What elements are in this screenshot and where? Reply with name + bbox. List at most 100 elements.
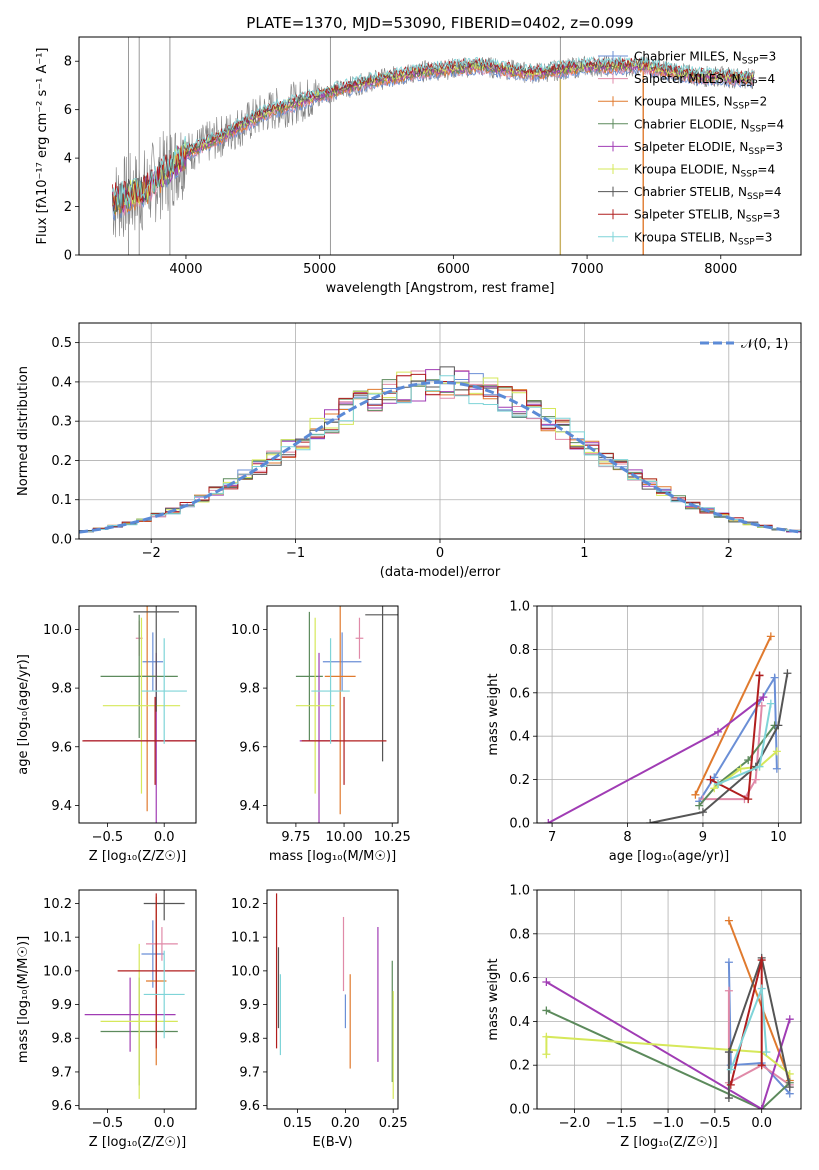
y-tick-label: 0.2 [509, 1059, 530, 1074]
errorbar-point-salpeter_stelib [301, 696, 387, 785]
panel-age-vs-Z: −0.5 0.0 9.4 9.6 9.8 10.0 Z [log₁₀(Z/Z☉)] age [… [16, 605, 197, 864]
y-axis-label: mass weight [486, 673, 501, 755]
legend-label-suffix: =4 [757, 163, 775, 177]
x-axis-label: Z [log₁₀(Z/Z☉)] [620, 1135, 717, 1150]
legend-entry: Salpeter ELODIE, NSSP=3 [598, 140, 783, 157]
y-tick-label: 1.0 [509, 600, 530, 615]
series-marker [724, 1094, 733, 1103]
plot-area [537, 606, 801, 823]
y-tick-label: 9.4 [51, 799, 72, 814]
y-tick-label: 0.0 [509, 1103, 530, 1118]
series-marker [766, 632, 775, 641]
legend-label-suffix: =3 [763, 208, 781, 222]
y-tick-label: 0.6 [509, 686, 530, 701]
y-tick-label: 9.9 [51, 998, 72, 1013]
legend-label-suffix: =4 [764, 185, 782, 199]
series-marker [691, 790, 700, 799]
series-marker [724, 916, 733, 925]
legend-label-suffix: =2 [750, 95, 768, 109]
series-marker [544, 819, 553, 823]
y-axis-label: mass weight [486, 958, 501, 1040]
series-marker [706, 775, 715, 784]
x-tick-label: 0.20 [331, 1116, 360, 1131]
legend-label-main: Chabrier MILES, N [634, 50, 742, 64]
series-marker [736, 764, 745, 773]
series-marker [646, 819, 655, 823]
legend-entry: Chabrier STELIB, NSSP=4 [598, 185, 782, 202]
plot-area [82, 606, 196, 823]
y-tick-label: 0 [64, 249, 72, 264]
legend-entry: Kroupa ELODIE, NSSP=4 [598, 163, 775, 180]
x-tick-label: 6000 [437, 262, 470, 277]
series-marker [714, 727, 723, 736]
series-line [547, 696, 764, 823]
panel-mass-weight-vs-age: 7 8 9 10 0.0 0.2 0.4 0.6 0.8 1.0 age [log₁₀(age/yr… [486, 600, 802, 864]
y-tick-label: 0.6 [509, 971, 530, 986]
model-spectrum-kroupa_stelib [112, 56, 755, 207]
y-tick-label: 0.8 [509, 643, 530, 658]
series-marker [542, 1032, 551, 1041]
x-tick-label: 0.0 [751, 1116, 772, 1131]
x-tick-label: 4000 [169, 262, 202, 277]
x-axis-label: (data-model)/error [380, 565, 501, 580]
y-tick-label: 9.6 [51, 740, 72, 755]
y-tick-label: 0.4 [509, 1015, 530, 1030]
legend-entry: Chabrier ELODIE, NSSP=4 [598, 117, 784, 134]
errorbar-point-salpeter_miles [146, 927, 178, 961]
y-tick-label: 9.7 [239, 1065, 260, 1080]
errorbar-point-chabrier_stelib [143, 890, 185, 921]
x-tick-label: 8 [623, 830, 631, 845]
axes-frame [78, 36, 802, 256]
y-tick-label: 0.5 [51, 336, 72, 351]
legend-label-sub: SSP [741, 170, 758, 180]
x-axis-label: age [log₁₀(age/yr)] [609, 849, 730, 864]
errorbar-point-kroupa_stelib [311, 638, 350, 744]
series-marker [762, 1048, 771, 1057]
x-tick-label: −0.5 [92, 830, 124, 845]
series-marker [724, 986, 733, 995]
y-tick-label: 10.1 [231, 931, 260, 946]
axes-frame [266, 889, 399, 1110]
errorbar-point-kroupa_miles [324, 606, 356, 815]
axes-frame [78, 889, 197, 1110]
x-tick-label: 0.25 [379, 1116, 408, 1131]
plot-area [537, 890, 801, 1109]
y-axis-label: Flux [fλ10⁻¹⁷ erg cm⁻² s⁻¹ A⁻¹] [35, 48, 50, 245]
errorbar-point-chabrier_miles [141, 920, 165, 988]
legend-entry: Salpeter MILES, NSSP=4 [598, 72, 775, 89]
legend-label-main: Kroupa MILES, N [634, 95, 733, 109]
series-marker [724, 958, 733, 967]
x-tick-label: 2 [725, 546, 733, 561]
series-marker [770, 673, 779, 682]
y-tick-label: 9.6 [239, 740, 260, 755]
legend-label: Kroupa STELIB, NSSP=3 [634, 230, 772, 247]
legend-entry: Kroupa STELIB, NSSP=3 [598, 230, 772, 247]
legend-label-sub: SSP [738, 237, 755, 247]
series-line [717, 703, 772, 785]
x-tick-label: 10.00 [325, 830, 362, 845]
series-marker [772, 747, 781, 756]
y-tick-label: 10.0 [231, 623, 260, 638]
errorbar-point-kroupa_elodie [295, 617, 335, 794]
errorbar-point-kroupa_elodie [100, 943, 178, 1099]
legend-label: Salpeter MILES, NSSP=4 [634, 72, 775, 89]
y-tick-label: 9.8 [51, 682, 72, 697]
x-tick-label: −0.5 [92, 1116, 124, 1131]
x-tick-label: 9 [699, 830, 707, 845]
legend-label-main: Kroupa ELODIE, N [634, 163, 741, 177]
axes-frame [536, 605, 802, 824]
y-tick-label: 10.2 [231, 897, 260, 912]
y-tick-label: 0.4 [51, 375, 72, 390]
series-marker [783, 669, 792, 678]
series-kroupa_miles [691, 632, 775, 799]
y-tick-label: 0.8 [509, 927, 530, 942]
legend-entry: Chabrier MILES, NSSP=3 [598, 50, 776, 67]
series-marker [542, 1006, 551, 1015]
series-marker [542, 977, 551, 986]
y-tick-label: 9.4 [239, 799, 260, 814]
series-chabrier_stelib [724, 953, 794, 1103]
panel-age-vs-mass: 9.75 10.00 10.25 9.4 9.6 9.8 10.0 mass [log₁₀(M… [231, 605, 411, 864]
axes-frame [78, 605, 197, 824]
y-tick-label: 0.3 [51, 415, 72, 430]
